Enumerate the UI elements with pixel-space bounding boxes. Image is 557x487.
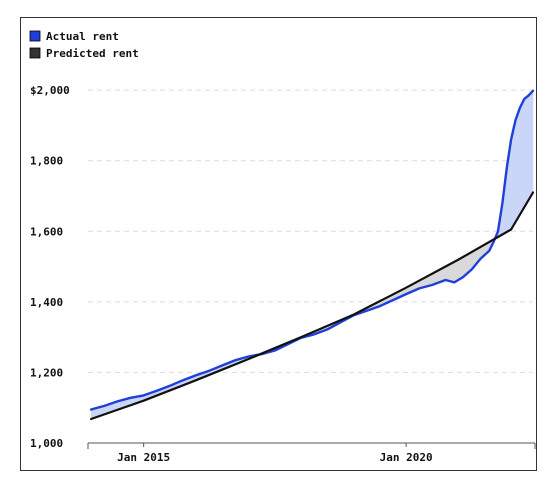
gap-fill (531, 90, 534, 196)
y-tick-label: 1,600 (30, 225, 63, 238)
y-tick-label: 1,400 (30, 296, 63, 309)
y-tick-label: $2,000 (30, 84, 70, 97)
actual-rent-line (89, 89, 535, 411)
legend-swatch (29, 30, 41, 42)
x-tick-label: Jan 2015 (117, 451, 170, 464)
predicted-rent-line (90, 191, 535, 421)
legend-label: Predicted rent (46, 47, 139, 60)
y-tick-label: 1,000 (30, 437, 63, 450)
x-tick-label: Jan 2020 (380, 451, 433, 464)
chart-frame (20, 17, 537, 471)
legend-label: Actual rent (46, 30, 119, 43)
y-tick-label: 1,800 (30, 155, 63, 168)
legend-swatch (29, 47, 41, 59)
y-tick-label: 1,200 (30, 366, 63, 379)
